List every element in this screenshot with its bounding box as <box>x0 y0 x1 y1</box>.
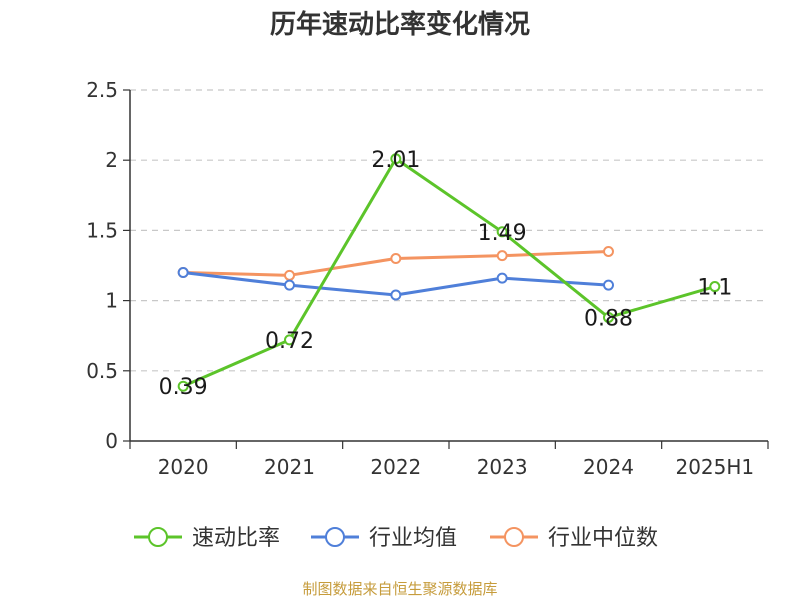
data-point <box>284 269 295 281</box>
source-note: 制图数据来自恒生聚源数据库 <box>302 580 498 598</box>
data-labels: 0.39 0.72 2.01 1.49 0.88 1.1 <box>159 148 733 400</box>
y-tick-label: 0.5 <box>86 359 118 383</box>
data-label: 0.88 <box>584 306 633 331</box>
data-point <box>603 279 614 291</box>
chart-title: 历年速动比率变化情况 <box>269 10 530 40</box>
y-tick-label: 0 <box>105 429 118 453</box>
legend-item-1[interactable]: 行业均值 <box>311 526 457 551</box>
data-point <box>603 245 614 257</box>
data-point <box>284 334 295 346</box>
legend-label: 行业均值 <box>369 526 457 551</box>
data-label: 1.1 <box>697 276 732 301</box>
legend-item-2[interactable]: 行业中位数 <box>490 526 658 551</box>
data-label: 1.49 <box>478 221 527 246</box>
data-point <box>496 250 508 262</box>
data-point <box>177 267 189 279</box>
gridlines <box>130 89 768 372</box>
x-tick-label: 2022 <box>370 455 421 479</box>
axes: 0 0.5 1 1.5 2 2.5 2020 2021 2022 2023 2024 2025H1 <box>86 78 769 479</box>
x-tick-label: 2025H1 <box>675 455 754 479</box>
data-label: 2.01 <box>371 148 420 173</box>
y-tick-label: 2 <box>105 148 118 172</box>
data-point <box>603 311 614 323</box>
legend-marker <box>325 527 345 547</box>
x-tick-label: 2024 <box>583 455 634 479</box>
data-point <box>709 281 721 293</box>
x-tick-label: 2021 <box>264 455 315 479</box>
x-tick-label: 2020 <box>158 455 209 479</box>
y-tick-label: 1 <box>105 289 118 313</box>
y-tick-label: 2.5 <box>86 78 118 102</box>
legend-marker <box>504 527 524 547</box>
legend-item-0[interactable]: 速动比率 <box>134 526 280 551</box>
data-point <box>496 272 508 284</box>
data-point <box>390 289 402 301</box>
series-lines <box>177 153 721 392</box>
legend-label: 行业中位数 <box>548 526 658 551</box>
data-point <box>496 226 508 238</box>
y-tick-label: 1.5 <box>86 218 118 242</box>
legend-marker <box>148 527 168 547</box>
legend: 速动比率 行业均值 行业中位数 <box>134 526 658 551</box>
data-point <box>284 279 295 291</box>
series-line-0 <box>182 157 716 388</box>
data-label: 0.72 <box>265 329 314 354</box>
data-point <box>177 380 189 392</box>
data-point <box>390 153 402 165</box>
x-tick-label: 2023 <box>477 455 528 479</box>
data-point <box>390 252 402 264</box>
data-label: 0.39 <box>159 375 208 400</box>
legend-label: 速动比率 <box>192 526 280 551</box>
